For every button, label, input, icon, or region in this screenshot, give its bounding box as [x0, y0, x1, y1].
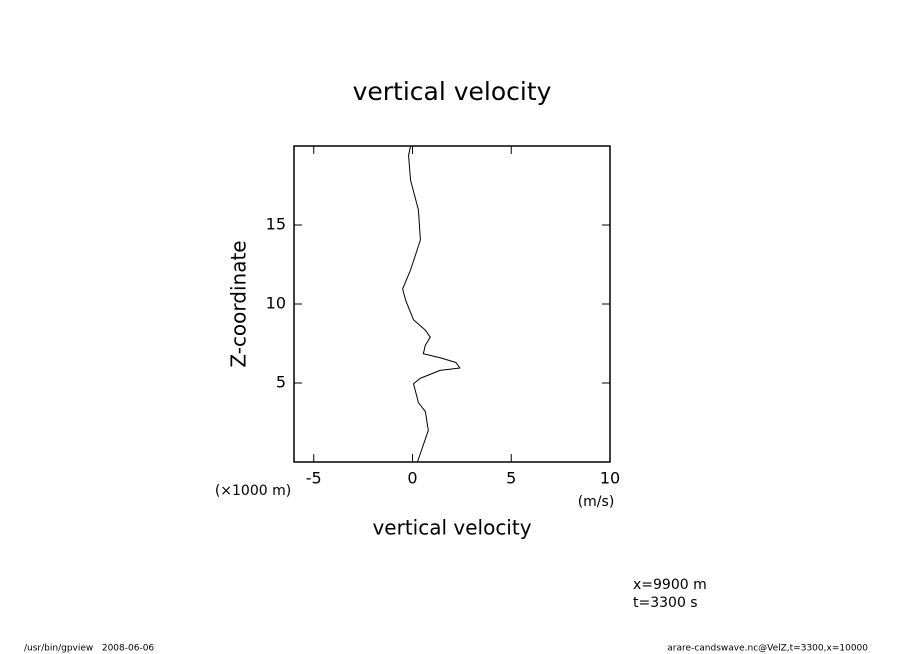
y-tick-label: 5 — [276, 373, 286, 392]
chart-title: vertical velocity — [353, 77, 552, 106]
x-tick-label: 0 — [407, 469, 417, 488]
x-axis-label: vertical velocity — [372, 516, 531, 540]
x-tick-label: -5 — [306, 469, 322, 488]
annotation: t=3300 s — [633, 595, 698, 611]
y-unit: (×1000 m) — [215, 483, 291, 499]
plot-frame — [293, 145, 611, 463]
x-unit: (m/s) — [578, 494, 615, 510]
x-tick-label: 10 — [600, 469, 620, 488]
footer: /usr/bin/gpview 2008-06-06 — [24, 644, 154, 654]
footer: arare-candswave.nc@VelZ,t=3300,x=10000 — [667, 644, 868, 654]
y-axis-label: Z-coordinate — [227, 240, 251, 367]
x-tick-label: 5 — [506, 469, 516, 488]
y-tick-label: 15 — [266, 215, 286, 234]
annotation: x=9900 m — [633, 577, 707, 593]
y-tick-label: 10 — [266, 294, 286, 313]
profile-line — [402, 145, 461, 463]
